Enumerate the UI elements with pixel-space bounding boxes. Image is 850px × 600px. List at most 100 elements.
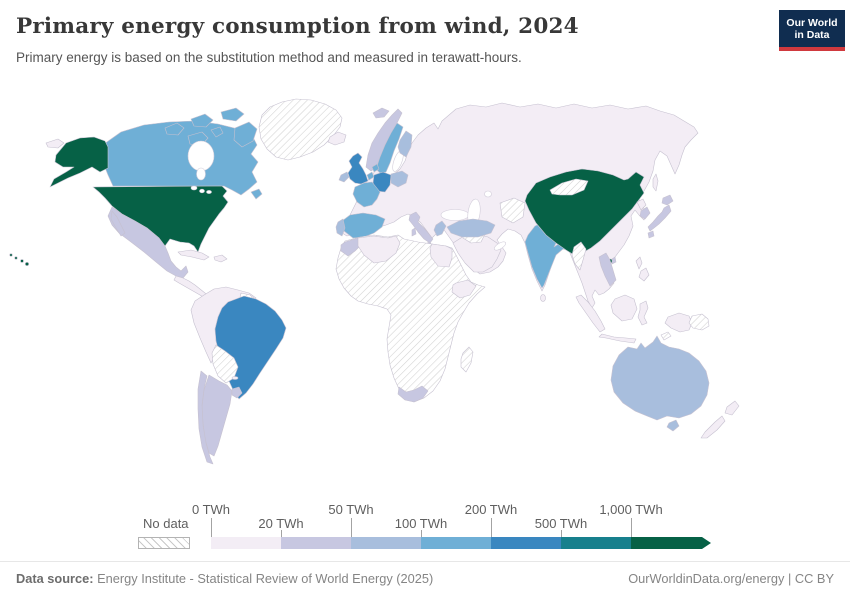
legend-no-data-label: No data [143,516,189,531]
country-canada-newfoundland[interactable] [250,188,263,200]
country-australia[interactable] [610,335,710,421]
legend-tick-line [631,518,632,537]
owid-logo-line1: Our World [786,16,838,29]
islands-svalbard[interactable] [372,107,390,119]
country-usa-alaska[interactable] [49,136,109,188]
island-sakhalin[interactable] [652,173,659,192]
island-borneo[interactable] [610,294,638,322]
country-myanmar[interactable] [571,241,587,271]
country-greenland[interactable] [258,98,343,161]
legend-tick-line [281,530,282,537]
great-lakes [199,188,205,194]
country-egypt[interactable] [429,243,453,268]
country-mexico-baja[interactable] [110,210,126,237]
country-spain[interactable] [341,212,386,239]
country-usa-hawaii[interactable] [20,259,24,263]
country-ethiopia[interactable] [451,279,477,299]
falkland-islands[interactable] [231,376,239,380]
country-united-kingdom[interactable] [347,152,369,185]
region-bolivia-paraguay[interactable] [211,344,239,384]
country-russia-chukotka[interactable] [45,138,65,149]
country-canada-islands[interactable] [164,107,258,148]
data-source-label: Data source: [16,571,94,586]
chart-footer: Data source: Energy Institute - Statisti… [0,561,850,600]
footer-link[interactable]: OurWorldinData.org/energy | CC BY [628,571,834,586]
legend-tick-line [491,518,492,537]
country-brazil[interactable] [214,295,287,400]
owid-logo-accent-bar [779,47,845,51]
country-usa-hawaii[interactable] [14,256,18,260]
legend-bin-500[interactable] [561,537,631,549]
island-west-papua[interactable] [664,312,693,333]
legend-tick-20: 20 TWh [258,516,304,531]
country-uruguay[interactable] [231,386,243,399]
country-greece[interactable] [433,220,447,237]
legend-tick-50: 50 TWh [328,502,374,517]
legend-tick-100: 100 TWh [394,516,448,531]
country-sri-lanka[interactable] [540,294,546,302]
data-source: Data source: Energy Institute - Statisti… [16,571,433,600]
page-title: Primary energy consumption from wind, 20… [16,14,579,39]
country-mongolia[interactable] [549,178,589,196]
island-tasmania[interactable] [666,419,680,432]
island-sumatra[interactable] [575,294,606,333]
country-finland[interactable] [397,130,413,158]
country-usa-hawaii[interactable] [9,253,13,257]
country-sweden[interactable] [375,122,404,174]
country-taiwan[interactable] [611,256,617,265]
island-hispaniola[interactable] [213,254,228,263]
legend-tick-line [351,518,352,537]
country-usa-hawaii[interactable] [24,262,29,267]
legend-bin-50[interactable] [351,537,421,549]
country-north-korea[interactable] [636,198,647,211]
country-mexico[interactable] [107,206,189,279]
country-denmark[interactable] [371,163,380,173]
legend-bin-0[interactable] [211,537,281,549]
legend-tick-1000: 1,000 TWh [599,502,663,517]
country-papua-new-guinea[interactable] [688,313,710,331]
country-poland[interactable] [390,170,409,188]
country-italy[interactable] [408,211,434,244]
persian-gulf [493,241,507,251]
legend-bin-200[interactable] [491,537,561,549]
country-turkey[interactable] [446,218,496,238]
legend-tick-500: 500 TWh [534,516,588,531]
island-sardinia[interactable] [411,227,417,237]
country-ireland[interactable] [338,171,350,183]
black-sea [440,209,470,221]
page-subtitle: Primary energy is based on the substitut… [16,50,522,65]
island-sulawesi[interactable] [637,300,649,326]
country-japan[interactable] [647,194,674,239]
country-algeria[interactable] [357,235,401,264]
country-portugal[interactable] [335,218,346,237]
country-chile[interactable] [197,370,214,465]
country-vietnam[interactable] [598,252,617,287]
country-madagascar[interactable] [460,346,474,373]
country-philippines[interactable] [635,256,650,282]
aral-sea [484,190,492,198]
legend-bin-20[interactable] [281,537,351,549]
country-timor-leste[interactable] [660,331,672,341]
legend-bin-1000[interactable] [631,537,711,549]
legend-bin-100[interactable] [421,537,491,549]
legend-tick-line [561,530,562,537]
owid-logo-line2: in Data [794,28,830,41]
legend-tick-0: 0 TWh [191,502,231,517]
country-canada[interactable] [103,120,259,196]
owid-logo[interactable]: Our World in Data [779,10,845,51]
country-iceland[interactable] [327,131,347,146]
country-cuba[interactable] [177,249,210,261]
island-java[interactable] [598,333,637,344]
country-afghanistan[interactable] [499,197,526,224]
country-south-africa[interactable] [397,385,429,403]
great-lakes [190,185,198,191]
country-new-zealand[interactable] [700,400,740,439]
country-south-korea[interactable] [639,206,651,220]
country-france[interactable] [352,181,381,208]
world-map[interactable] [8,95,788,495]
great-lakes [206,190,212,194]
legend-no-data-swatch[interactable] [138,537,190,549]
map-legend: No data 0 TWh 20 TWh 50 TWh 100 TWh 200 … [0,498,850,556]
legend-tick-line [421,530,422,537]
